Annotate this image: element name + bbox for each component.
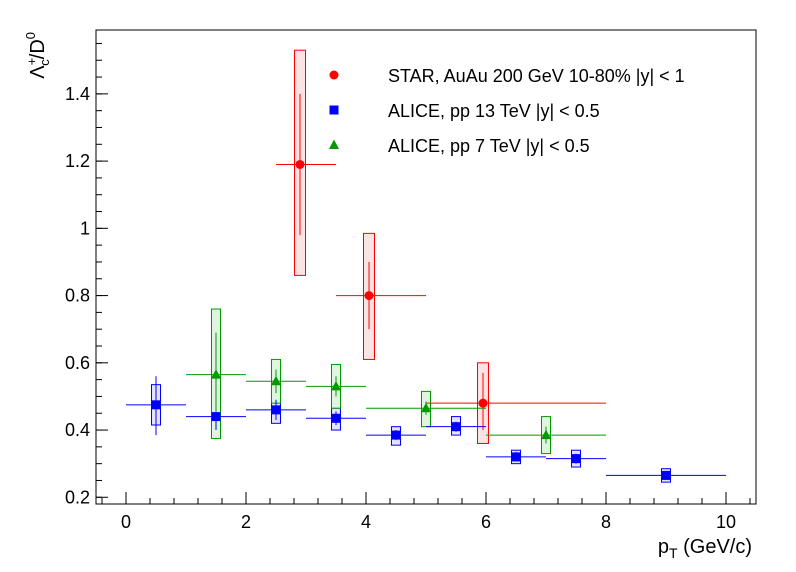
data-point-circle <box>295 159 305 169</box>
data-point-square <box>329 105 339 115</box>
data-point-square <box>661 470 671 480</box>
data-point-square <box>571 454 581 464</box>
legend: STAR, AuAu 200 GeV 10-80% |y| < 1 ALICE, … <box>329 66 685 156</box>
x-tick-label: 2 <box>241 512 251 532</box>
data-point-triangle <box>331 380 341 391</box>
x-tick-label: 6 <box>481 512 491 532</box>
data-point-circle <box>364 291 374 301</box>
data-point-square <box>211 412 221 422</box>
y-tick-label: 1 <box>80 218 90 238</box>
legend-label: ALICE, pp 13 TeV |y| < 0.5 <box>388 101 600 121</box>
plot-frame <box>95 29 757 505</box>
y-tick-label: 1.2 <box>65 151 90 171</box>
legend-label: ALICE, pp 7 TeV |y| < 0.5 <box>388 136 590 156</box>
axes: 0 2 4 6 8 10 0.2 0.4 0.6 0.8 1 1.2 1.4 <box>65 42 751 532</box>
data-point-circle <box>329 70 339 80</box>
y-tick-label: 0.6 <box>65 353 90 373</box>
y-tick-label: 1.4 <box>65 84 90 104</box>
y-tick-label: 0.2 <box>65 487 90 507</box>
data-point-circle <box>478 398 488 408</box>
data-point-triangle <box>271 375 281 386</box>
data-point-square <box>511 452 521 462</box>
legend-label: STAR, AuAu 200 GeV 10-80% |y| < 1 <box>388 66 685 86</box>
x-tick-label: 8 <box>601 512 611 532</box>
data-point-triangle <box>541 429 551 440</box>
x-axis-label: pT (GeV/c) <box>658 536 752 561</box>
markers <box>151 159 671 480</box>
x-tick-label: 0 <box>121 512 131 532</box>
data-point-square <box>451 422 461 432</box>
data-point-triangle <box>211 369 221 379</box>
data-point-square <box>391 430 401 440</box>
y-axis-label: Λ+c/D0 <box>23 32 52 79</box>
x-tick-label: 10 <box>716 512 736 532</box>
data-point-triangle <box>421 402 431 413</box>
data-point-square <box>331 413 341 423</box>
x-tick-label: 4 <box>361 512 371 532</box>
y-tick-label: 0.8 <box>65 286 90 306</box>
data-point-square <box>151 400 161 410</box>
data-point-square <box>271 405 281 415</box>
data-point-triangle <box>329 139 339 149</box>
y-tick-label: 0.4 <box>65 420 90 440</box>
